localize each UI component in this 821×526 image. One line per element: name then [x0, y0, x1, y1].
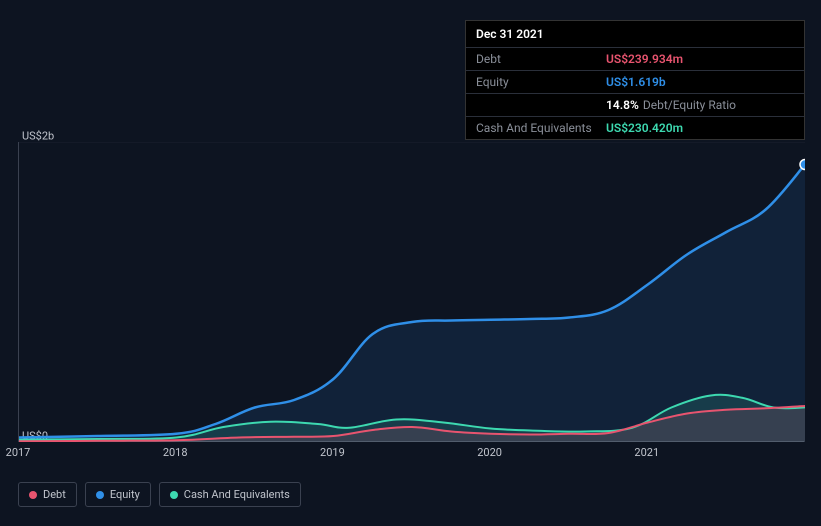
- legend-label: Equity: [110, 488, 140, 501]
- tooltip-row-label: [476, 98, 606, 112]
- legend-label: Cash And Equivalents: [184, 488, 290, 501]
- tooltip-row: 14.8%Debt/Equity Ratio: [466, 94, 804, 117]
- tooltip-row-label: Cash And Equivalents: [476, 121, 606, 135]
- legend-item[interactable]: Cash And Equivalents: [159, 482, 301, 507]
- series-area: [19, 165, 805, 443]
- tooltip-row-label: Debt: [476, 52, 606, 66]
- x-axis-label: 2018: [163, 446, 188, 459]
- plot-area[interactable]: [18, 142, 804, 442]
- financials-chart[interactable]: US$0US$2b 20172018201920202021: [18, 124, 804, 469]
- x-axis-label: 2020: [477, 446, 502, 459]
- hover-tooltip: Dec 31 2021 DebtUS$239.934mEquityUS$1.61…: [465, 20, 805, 140]
- tooltip-date: Dec 31 2021: [466, 21, 804, 48]
- legend-dot-icon: [29, 491, 37, 499]
- tooltip-row-label: Equity: [476, 75, 606, 89]
- legend-dot-icon: [170, 491, 178, 499]
- tooltip-row-value: US$230.420m: [606, 121, 794, 135]
- tooltip-row: DebtUS$239.934m: [466, 48, 804, 71]
- chart-legend: Debt Equity Cash And Equivalents: [18, 482, 301, 507]
- x-axis-label: 2019: [320, 446, 345, 459]
- tooltip-row-value: US$1.619b: [606, 75, 794, 89]
- x-axis-label: 2017: [6, 446, 31, 459]
- legend-item[interactable]: Equity: [85, 482, 151, 507]
- legend-item[interactable]: Debt: [18, 482, 77, 507]
- tooltip-row: Cash And EquivalentsUS$230.420m: [466, 117, 804, 139]
- tooltip-row-value: 14.8%Debt/Equity Ratio: [606, 98, 794, 112]
- tooltip-row-value: US$239.934m: [606, 52, 794, 66]
- legend-dot-icon: [96, 491, 104, 499]
- legend-label: Debt: [43, 488, 66, 501]
- tooltip-row: EquityUS$1.619b: [466, 71, 804, 94]
- x-axis-label: 2021: [634, 446, 659, 459]
- y-axis-label: US$2b: [22, 130, 54, 143]
- hover-marker: [800, 160, 805, 170]
- tooltip-row-extra: Debt/Equity Ratio: [643, 98, 736, 112]
